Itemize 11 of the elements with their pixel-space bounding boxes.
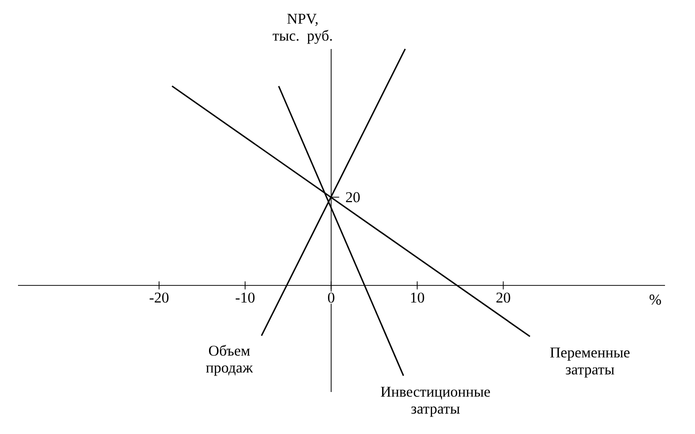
series-label: Объем продаж — [206, 344, 253, 376]
y-axis-title: NPV, тыс. руб. — [272, 14, 332, 44]
x-axis-title: % — [650, 294, 662, 305]
x-tick-label: 0 — [328, 292, 334, 303]
x-tick-label: 10 — [411, 292, 424, 303]
series-label: Инвестиционные затраты — [380, 386, 490, 417]
series-label: Переменные затраты — [550, 348, 630, 378]
x-tick-label: -10 — [236, 292, 255, 303]
annotation: 20 — [346, 192, 360, 202]
x-tick-label: -20 — [150, 292, 168, 303]
x-tick-label: 20 — [496, 292, 510, 303]
